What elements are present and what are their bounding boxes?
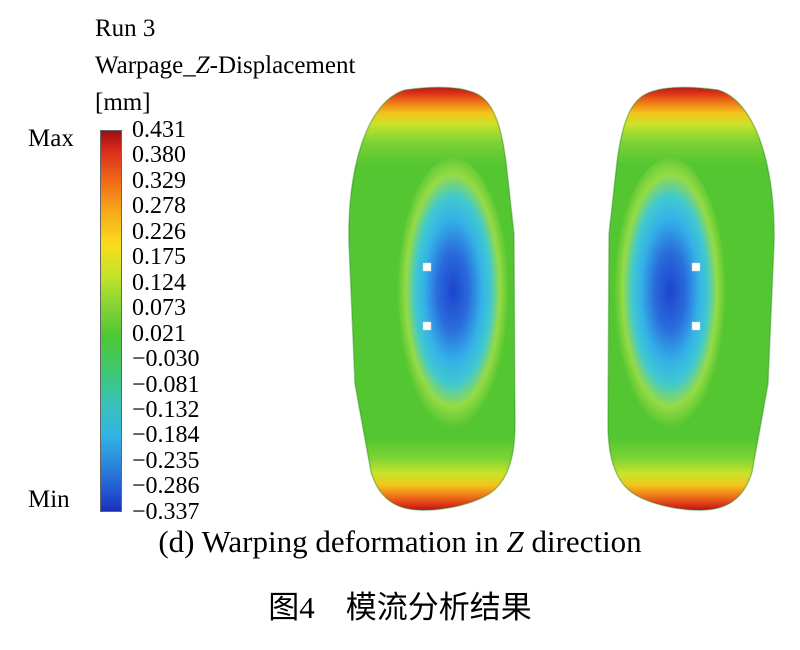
units-label: [mm] bbox=[95, 89, 151, 116]
blue-low-region bbox=[614, 158, 726, 434]
colorbar-tick: −0.132 bbox=[132, 396, 200, 423]
colorbar-min-label: Min bbox=[28, 486, 70, 513]
run-label: Run 3 bbox=[95, 15, 156, 42]
colorbar-tick: 0.021 bbox=[132, 320, 186, 347]
colorbar-tick: 0.073 bbox=[132, 295, 186, 322]
caption-chinese: 图4 模流分析结果 bbox=[268, 590, 532, 625]
contour-part-left bbox=[348, 86, 516, 511]
part-outline bbox=[607, 86, 775, 511]
colorbar-tick: −0.286 bbox=[132, 473, 200, 500]
node-marker bbox=[422, 321, 432, 331]
contour-panel-right bbox=[602, 84, 780, 512]
colorbar-tick: −0.235 bbox=[132, 447, 200, 474]
colorbar-tick: 0.226 bbox=[132, 218, 186, 245]
colorbar-tick: 0.380 bbox=[132, 142, 186, 169]
contour-panel-left bbox=[343, 84, 521, 512]
colorbar-tick: −0.081 bbox=[132, 371, 200, 398]
caption-z: Z bbox=[506, 524, 524, 559]
colorbar-tick: 0.278 bbox=[132, 193, 186, 220]
node-marker bbox=[691, 262, 701, 272]
colorbar-tick: −0.184 bbox=[132, 422, 200, 449]
colorbar-ticks: 0.431 0.380 0.329 0.278 0.226 0.175 0.12… bbox=[132, 118, 242, 524]
contour-part-right bbox=[607, 86, 775, 511]
colorbar-tick: 0.329 bbox=[132, 167, 186, 194]
part-outline bbox=[348, 86, 516, 511]
colorbar bbox=[100, 130, 122, 512]
legend-header: Run 3 Warpage_Z-Displacement [mm] bbox=[95, 10, 355, 121]
colorbar-tick: 0.175 bbox=[132, 244, 186, 271]
colorbar-tick: 0.431 bbox=[132, 117, 186, 143]
quantity-label: Warpage_Z-Displacement bbox=[95, 52, 356, 79]
quantity-z: Z bbox=[195, 52, 210, 79]
colorbar-tick: −0.337 bbox=[132, 498, 200, 525]
colorbar-tick: −0.030 bbox=[132, 346, 200, 373]
colorbar-tick: 0.124 bbox=[132, 269, 186, 296]
node-marker bbox=[691, 321, 701, 331]
node-marker bbox=[422, 262, 432, 272]
caption-english: (d) Warping deformation in Z direction bbox=[158, 524, 642, 559]
blue-low-region bbox=[397, 158, 509, 434]
colorbar-max-label: Max bbox=[28, 125, 74, 152]
